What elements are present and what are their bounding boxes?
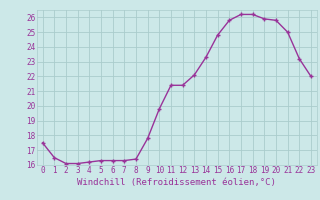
X-axis label: Windchill (Refroidissement éolien,°C): Windchill (Refroidissement éolien,°C) [77, 178, 276, 187]
